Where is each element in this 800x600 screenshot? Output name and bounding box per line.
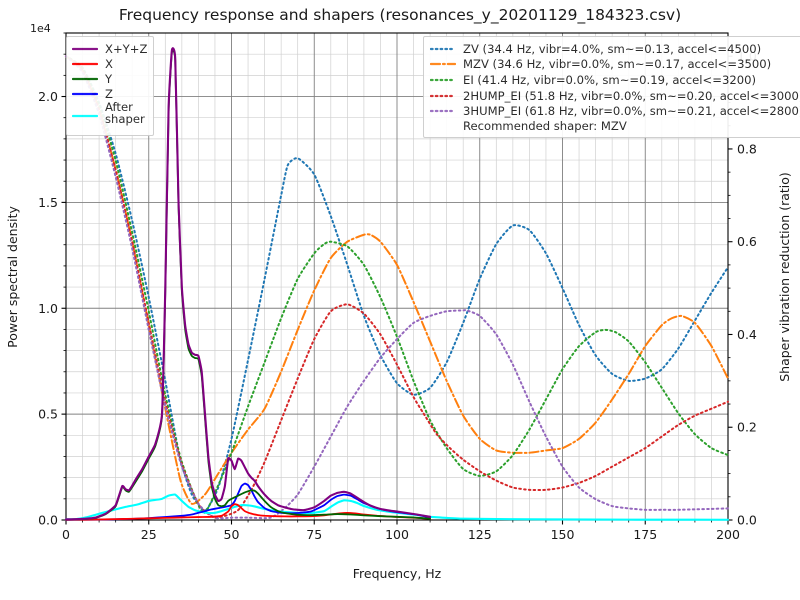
- legend-swatch-icon: [430, 110, 456, 113]
- legend-item-label: X: [105, 56, 113, 71]
- legend-item-mzv[interactable]: MZV (34.6 Hz, vibr=0.0%, sm~=0.17, accel…: [430, 57, 800, 73]
- svg-text:25: 25: [141, 527, 157, 542]
- svg-text:125: 125: [468, 527, 492, 542]
- svg-text:0.0: 0.0: [38, 513, 58, 528]
- legend-swatch-icon: [72, 92, 98, 95]
- axis-ticks: [61, 32, 733, 525]
- svg-text:2.0: 2.0: [38, 89, 58, 104]
- svg-text:0.8: 0.8: [737, 141, 757, 156]
- legend-swatch-icon: [430, 47, 456, 50]
- psd-curve-x-y-z: [64, 47, 432, 521]
- svg-text:200: 200: [716, 527, 740, 542]
- legend-item-after-shaper[interactable]: After shaper: [72, 101, 147, 131]
- legend-line-icon: [72, 43, 98, 55]
- svg-text:0.0: 0.0: [737, 513, 757, 528]
- legend-item-ei[interactable]: EI (41.4 Hz, vibr=0.0%, sm~=0.19, accel<…: [430, 72, 800, 88]
- svg-text:1.5: 1.5: [38, 195, 58, 210]
- legend-item-3hump-ei[interactable]: 3HUMP_EI (61.8 Hz, vibr=0.0%, sm~=0.21, …: [430, 103, 800, 119]
- shaper-curve-ei: [65, 55, 729, 515]
- legend-line-icon: [72, 88, 98, 100]
- x-axis-label: Frequency, Hz: [353, 566, 442, 581]
- legend-item-2hump-ei[interactable]: 2HUMP_EI (51.8 Hz, vibr=0.0%, sm~=0.20, …: [430, 88, 800, 104]
- legend-line-icon: [72, 58, 98, 70]
- svg-text:0.6: 0.6: [737, 234, 757, 249]
- y-axis-label-left: Power spectral density: [5, 206, 20, 348]
- legend-item-label: Y: [105, 71, 113, 86]
- legend-psd: X+Y+Z X Y Z After shaper: [66, 36, 155, 136]
- legend-line-icon: [72, 110, 98, 122]
- legend-item-label: ZV (34.4 Hz, vibr=4.0%, sm~=0.13, accel<…: [463, 41, 762, 56]
- shaper-curve-zv: [65, 55, 729, 512]
- legend-line-icon: [430, 43, 456, 55]
- legend-line-icon: [430, 74, 456, 86]
- shaper-curves: [65, 55, 729, 520]
- recommended-shaper-note: Recommended shaper: MZV: [463, 118, 627, 133]
- legend-swatch-icon: [72, 114, 98, 118]
- svg-text:75: 75: [306, 527, 322, 542]
- y-axis-label-right: Shaper vibration reduction (ratio): [777, 172, 792, 382]
- legend-item-z[interactable]: Z: [72, 86, 147, 101]
- legend-swatch-icon: [430, 78, 456, 82]
- legend-line-icon: [430, 90, 456, 102]
- chart-title: Frequency response and shapers (resonanc…: [118, 6, 682, 24]
- shaper-curve-3hump_ei: [65, 55, 729, 520]
- legend-item-zv[interactable]: ZV (34.4 Hz, vibr=4.0%, sm~=0.13, accel<…: [430, 41, 800, 57]
- legend-line-icon: [430, 58, 456, 70]
- legend-item-label: 2HUMP_EI (51.8 Hz, vibr=0.0%, sm~=0.20, …: [463, 88, 800, 103]
- legend-shapers: ZV (34.4 Hz, vibr=4.0%, sm~=0.13, accel<…: [423, 36, 800, 138]
- legend-swatch-icon: [430, 63, 456, 66]
- psd-curve-x: [65, 503, 431, 521]
- shaper-curve-mzv: [65, 55, 729, 505]
- legend-line-icon: [430, 105, 456, 117]
- legend-item-x[interactable]: X: [72, 56, 147, 71]
- svg-text:100: 100: [385, 527, 409, 542]
- svg-text:175: 175: [633, 527, 657, 542]
- legend-swatch-icon: [72, 62, 98, 65]
- svg-text:1.0: 1.0: [38, 301, 58, 316]
- svg-text:0.4: 0.4: [737, 327, 757, 342]
- svg-text:50: 50: [224, 527, 240, 542]
- svg-text:0: 0: [62, 527, 70, 542]
- svg-text:150: 150: [551, 527, 575, 542]
- legend-line-icon: [72, 73, 98, 85]
- legend-swatch-icon: [72, 47, 98, 50]
- legend-swatch-icon: [430, 94, 456, 97]
- y-axis-offset-label: 1e4: [30, 22, 51, 35]
- legend-item-label: Z: [105, 86, 113, 101]
- legend-item-x-y-z[interactable]: X+Y+Z: [72, 41, 147, 56]
- legend-swatch-icon: [72, 77, 98, 80]
- svg-text:0.5: 0.5: [38, 407, 58, 422]
- psd-curves: [64, 47, 730, 521]
- legend-item-label: shaper: [105, 112, 145, 126]
- legend-item-label: After: [105, 100, 133, 114]
- legend-item-y[interactable]: Y: [72, 71, 147, 86]
- legend-item-label: EI (41.4 Hz, vibr=0.0%, sm~=0.19, accel<…: [463, 72, 756, 87]
- svg-text:0.2: 0.2: [737, 420, 757, 435]
- legend-item-label: MZV (34.6 Hz, vibr=0.0%, sm~=0.17, accel…: [463, 57, 772, 72]
- legend-item-label: X+Y+Z: [105, 41, 148, 56]
- legend-item-label: 3HUMP_EI (61.8 Hz, vibr=0.0%, sm~=0.21, …: [463, 104, 800, 119]
